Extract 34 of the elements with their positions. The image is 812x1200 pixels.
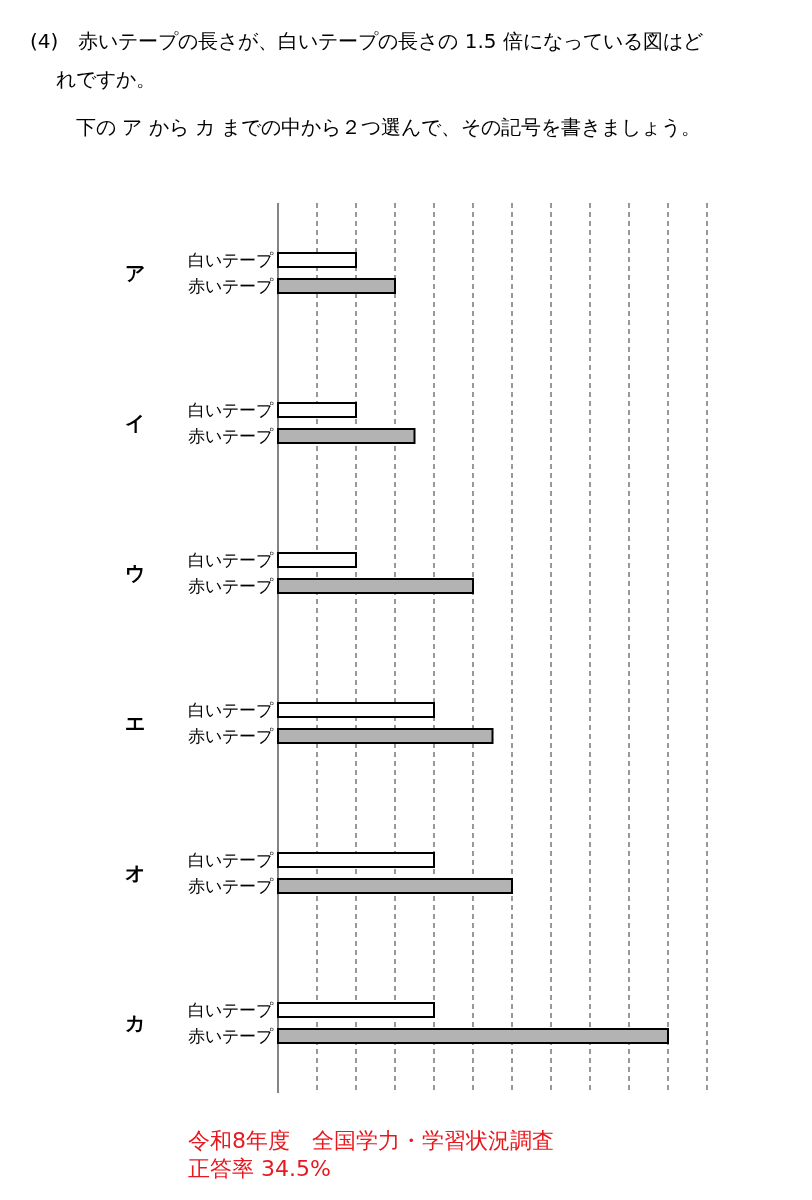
text: 令和8年度 全国学力・学習状況調査 xyxy=(188,1128,554,1153)
y-tick-label: イ xyxy=(125,411,145,435)
series-label: 白いテープ xyxy=(188,250,274,270)
bar xyxy=(277,278,396,294)
text: 白いテープ xyxy=(188,400,273,420)
bar xyxy=(277,428,416,444)
text: 赤いテープ xyxy=(188,426,273,446)
text: 赤いテープ xyxy=(188,726,273,746)
bar xyxy=(277,402,357,418)
bar xyxy=(277,852,435,868)
text: 赤いテープ xyxy=(188,576,273,596)
series-label: 赤いテープ xyxy=(188,276,274,296)
text: 白いテープ xyxy=(188,550,273,570)
bar xyxy=(277,702,435,718)
y-tick-label: ア xyxy=(125,261,145,285)
bar xyxy=(277,552,357,568)
bar xyxy=(277,728,494,744)
text: 赤いテープ xyxy=(188,1026,273,1046)
y-tick-label: ウ xyxy=(125,561,145,585)
bar xyxy=(277,578,474,594)
bar xyxy=(277,1002,435,1018)
chart-subtitle: 下の ア から カ までの中から２つ選んで、その記号を書きましょう。 xyxy=(76,115,702,139)
y-tick-label: オ xyxy=(125,861,145,885)
text: 赤いテープ xyxy=(188,876,273,896)
bar xyxy=(277,878,513,894)
text: 正答率 34.5% xyxy=(188,1156,331,1181)
y-tick-label: カ xyxy=(125,1011,145,1035)
text: 白いテープ xyxy=(188,700,273,720)
text: 白いテープ xyxy=(188,850,273,870)
bar xyxy=(277,252,357,268)
bar xyxy=(277,1028,669,1044)
text: 白いテープ xyxy=(188,1000,273,1020)
chart-title: (4) 赤いテープの長さが、白いテープの長さの 1.5 倍になっている図はどれですか。 xyxy=(30,29,703,91)
y-tick-label: エ xyxy=(125,711,145,735)
